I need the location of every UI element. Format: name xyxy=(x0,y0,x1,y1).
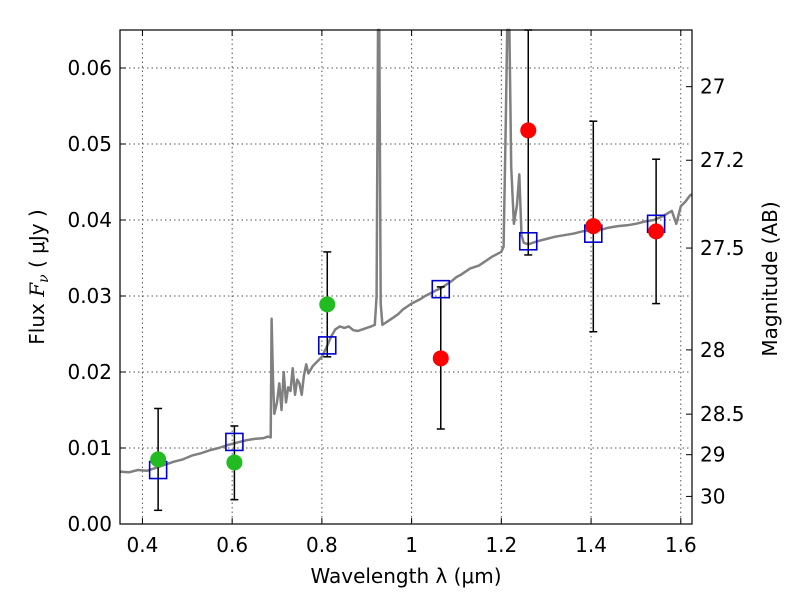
y-tick-label: 0.02 xyxy=(67,360,112,384)
x-tick-label: 1.4 xyxy=(575,533,607,557)
y2-tick-label: 29 xyxy=(700,443,725,467)
ticks xyxy=(120,30,692,525)
green-point xyxy=(319,296,336,313)
model-box-marker xyxy=(225,432,244,452)
x-tick-label: 0.6 xyxy=(216,533,248,557)
x-tick-label: 1.6 xyxy=(665,533,697,557)
green-point xyxy=(150,451,167,468)
tick-labels: 0.4 0.6 0.8 1 1.2 1.4 1.6 0.00 0.01 0.02 0.03 0.04 0… xyxy=(67,56,744,557)
y-tick-label: 0.04 xyxy=(67,208,112,232)
y-tick-label: 0.03 xyxy=(67,284,112,308)
x-tick-label: 1 xyxy=(405,533,418,557)
y2-tick-label: 27.5 xyxy=(700,236,745,260)
green-point xyxy=(226,454,243,471)
y2-tick-label: 27 xyxy=(700,75,725,99)
x-tick-label: 0.4 xyxy=(127,533,159,557)
model-box-marker xyxy=(518,231,538,251)
y-tick-label: 0.06 xyxy=(67,56,112,80)
y-axis-title: Flux Fν ( μJy ) xyxy=(25,209,52,344)
y2-tick-label: 28 xyxy=(700,338,725,362)
y2-tick-label: 27.2 xyxy=(700,148,745,172)
red-point xyxy=(432,350,449,367)
y2-tick-label: 30 xyxy=(700,484,725,508)
spectrum xyxy=(119,28,693,474)
red-point xyxy=(585,218,602,235)
error-bars xyxy=(154,29,661,512)
spectrum-line xyxy=(119,28,693,474)
y-tick-label: 0.00 xyxy=(67,512,112,536)
y2-tick-label: 28.5 xyxy=(700,402,745,426)
plot-frame xyxy=(119,29,693,525)
y-tick-label: 0.05 xyxy=(67,132,112,156)
y2-axis-title: Magnitude (AB) xyxy=(758,201,782,356)
red-point xyxy=(520,122,537,139)
x-tick-label: 1.2 xyxy=(485,533,517,557)
grid xyxy=(120,30,692,525)
x-axis-title: Wavelength λ (μm) xyxy=(310,564,501,588)
markers xyxy=(148,122,666,480)
red-point xyxy=(648,223,665,240)
model-box-marker xyxy=(317,336,337,355)
model-box-marker xyxy=(431,279,451,299)
x-tick-label: 0.8 xyxy=(306,533,338,557)
y-tick-label: 0.01 xyxy=(67,436,112,460)
